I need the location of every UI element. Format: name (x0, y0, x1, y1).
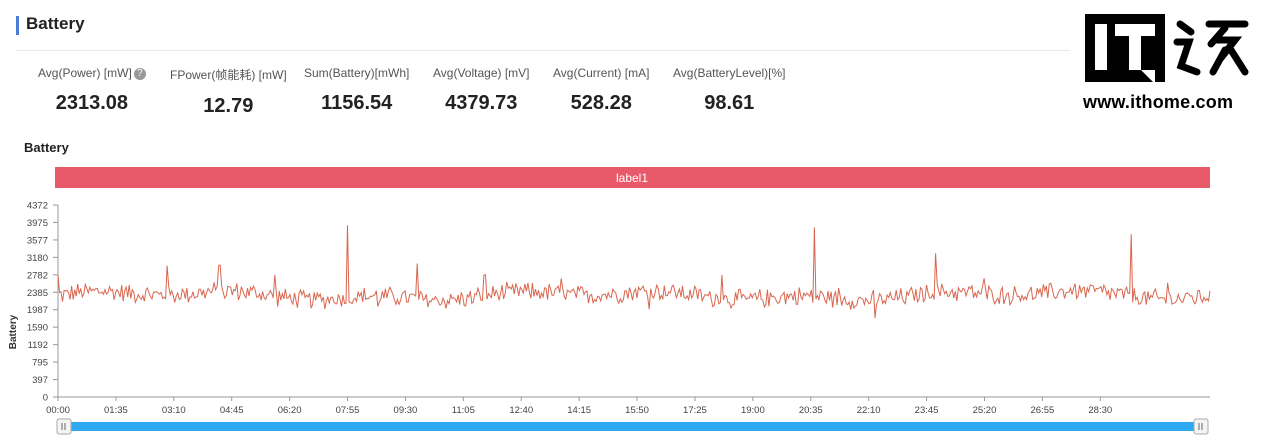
section-divider (16, 50, 1070, 51)
slider-left-handle[interactable] (56, 418, 72, 435)
x-tick-label: 11:05 (452, 405, 475, 416)
x-tick-label: 12:40 (509, 405, 533, 416)
watermark-url: www.ithome.com (1083, 92, 1234, 112)
series-label-band[interactable] (55, 167, 1210, 188)
y-tick-label: 3577 (27, 235, 48, 246)
y-tick-label: 3180 (27, 253, 48, 264)
y-tick-label: 1590 (27, 323, 48, 334)
y-axis-label: Battery (8, 314, 19, 349)
metric-label: Avg(Voltage) [mV] (433, 66, 530, 80)
metric-label: Avg(BatteryLevel)[%] (673, 66, 786, 80)
section-accent-bar (16, 16, 19, 35)
metric-label: FPower(帧能耗) [mW] (170, 68, 287, 82)
metric-fpower: FPower(帧能耗) [mW] 12.79 (170, 66, 287, 118)
metric-value: 12.79 (203, 95, 254, 117)
x-tick-label: 23:45 (915, 405, 939, 416)
y-axis: 0 397 795 1192 1590 1987 2385 2782 3180 3577 3975 4… (27, 201, 59, 404)
y-tick-label: 0 (43, 393, 48, 404)
metric-value: 2313.08 (55, 92, 129, 114)
section-title: Battery (26, 14, 85, 33)
y-tick-label: 1987 (27, 305, 48, 316)
help-icon[interactable]: ? (133, 68, 146, 80)
series-label-band-text: label1 (616, 171, 648, 185)
y-tick-label: 2782 (27, 270, 48, 281)
x-tick-label: 25:20 (973, 405, 997, 416)
x-tick-label: 28:30 (1088, 405, 1112, 416)
y-tick-label: 397 (32, 375, 48, 386)
metric-label: Avg(Power) [mW] (38, 66, 132, 80)
metric-value: 1156.54 (321, 92, 393, 114)
x-tick-label: 01:35 (104, 405, 128, 416)
x-tick-label: 26:55 (1030, 405, 1054, 416)
x-axis: 00:00 01:35 03:10 04:45 06:20 07:55 09:30 11:05… (46, 396, 1210, 416)
x-tick-label: 20:35 (799, 405, 823, 416)
x-tick-label: 00:00 (46, 405, 70, 416)
metric-avg-battery-level: Avg(BatteryLevel)[%] 98.61 (673, 66, 786, 115)
y-tick-label: 3975 (27, 218, 48, 229)
x-tick-label: 19:00 (741, 405, 765, 416)
time-range-slider[interactable] (56, 418, 1209, 435)
ithome-logo (1085, 14, 1249, 84)
x-tick-label: 22:10 (857, 405, 881, 416)
battery-summary-panel: Battery Avg(Power) [mW]? 2313.08 FPower(… (0, 0, 1070, 130)
y-tick-label: 795 (32, 358, 48, 369)
x-tick-label: 06:20 (278, 405, 302, 416)
y-tick-label: 4372 (27, 201, 48, 212)
metric-avg-current: Avg(Current) [mA] 528.28 (553, 66, 649, 115)
x-tick-label: 04:45 (220, 405, 244, 416)
x-tick-label: 07:55 (336, 405, 360, 416)
metric-value: 4379.73 (445, 92, 518, 114)
y-tick-label: 1192 (28, 340, 48, 351)
metric-avg-power: Avg(Power) [mW]? 2313.08 (38, 66, 146, 115)
x-tick-label: 09:30 (394, 405, 418, 416)
metric-label: Sum(Battery)[mWh] (304, 66, 410, 80)
series-line (57, 225, 1211, 319)
slider-track[interactable] (58, 422, 1204, 431)
y-tick-label: 2385 (27, 288, 48, 299)
metric-label: Avg(Current) [mA] (553, 66, 650, 80)
x-tick-label: 17:25 (683, 405, 707, 416)
x-tick-label: 14:15 (567, 405, 591, 416)
x-tick-label: 03:10 (162, 405, 186, 416)
battery-line-chart: label1 0 397 795 1192 1590 1987 2385 2782 3180 35… (8, 167, 1211, 435)
slider-right-handle[interactable] (1193, 418, 1209, 435)
chart-title: Battery (24, 140, 69, 155)
x-tick-label: 15:50 (625, 405, 649, 416)
metric-avg-voltage: Avg(Voltage) [mV] 4379.73 (433, 66, 530, 115)
metric-value: 528.28 (570, 92, 632, 114)
metric-value: 98.61 (704, 92, 755, 114)
metric-sum-battery: Sum(Battery)[mWh] 1156.54 (304, 66, 409, 115)
